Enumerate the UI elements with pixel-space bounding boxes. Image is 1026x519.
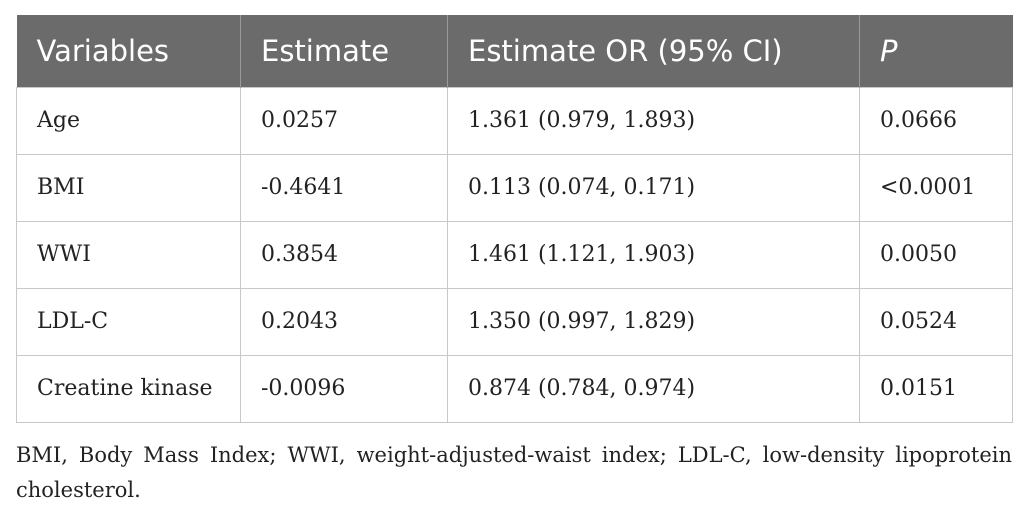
table-row: WWI 0.3854 1.461 (1.121, 1.903) 0.0050 (16, 220, 1013, 289)
table-header: Variables Estimate Estimate OR (95% CI) … (16, 15, 1013, 87)
cell-estimate: 0.3854 (240, 220, 448, 289)
regression-results-table: Variables Estimate Estimate OR (95% CI) … (16, 15, 1013, 423)
cell-estimate: -0.0096 (240, 354, 448, 423)
cell-p-value: <0.0001 (859, 153, 1013, 222)
cell-odds-ratio: 1.361 (0.979, 1.893) (447, 86, 860, 155)
header-p-value: P (859, 15, 1013, 87)
table-footnote: BMI, Body Mass Index; WWI, weight-adjust… (16, 443, 1012, 502)
cell-p-value: 0.0524 (859, 287, 1013, 356)
table-body: Age 0.0257 1.361 (0.979, 1.893) 0.0666 B… (16, 86, 1013, 423)
cell-variable: WWI (16, 220, 241, 289)
cell-p-value: 0.0666 (859, 86, 1013, 155)
results-table-container: Variables Estimate Estimate OR (95% CI) … (16, 15, 1013, 423)
cell-estimate: 0.0257 (240, 86, 448, 155)
cell-odds-ratio: 0.874 (0.784, 0.974) (447, 354, 860, 423)
header-estimate: Estimate (240, 15, 448, 87)
cell-estimate: -0.4641 (240, 153, 448, 222)
cell-odds-ratio: 0.113 (0.074, 0.171) (447, 153, 860, 222)
table-row: Creatine kinase -0.0096 0.874 (0.784, 0.… (16, 354, 1013, 423)
cell-variable: LDL-C (16, 287, 241, 356)
cell-variable: Age (16, 86, 241, 155)
cell-odds-ratio: 1.350 (0.997, 1.829) (447, 287, 860, 356)
table-row: Age 0.0257 1.361 (0.979, 1.893) 0.0666 (16, 86, 1013, 155)
cell-estimate: 0.2043 (240, 287, 448, 356)
table-row: BMI -0.4641 0.113 (0.074, 0.171) <0.0001 (16, 153, 1013, 222)
cell-p-value: 0.0151 (859, 354, 1013, 423)
header-row: Variables Estimate Estimate OR (95% CI) … (16, 15, 1013, 87)
header-estimate-or: Estimate OR (95% CI) (447, 15, 860, 87)
cell-odds-ratio: 1.461 (1.121, 1.903) (447, 220, 860, 289)
cell-p-value: 0.0050 (859, 220, 1013, 289)
cell-variable: Creatine kinase (16, 354, 241, 423)
cell-variable: BMI (16, 153, 241, 222)
table-row: LDL-C 0.2043 1.350 (0.997, 1.829) 0.0524 (16, 287, 1013, 356)
header-variables: Variables (16, 15, 241, 87)
